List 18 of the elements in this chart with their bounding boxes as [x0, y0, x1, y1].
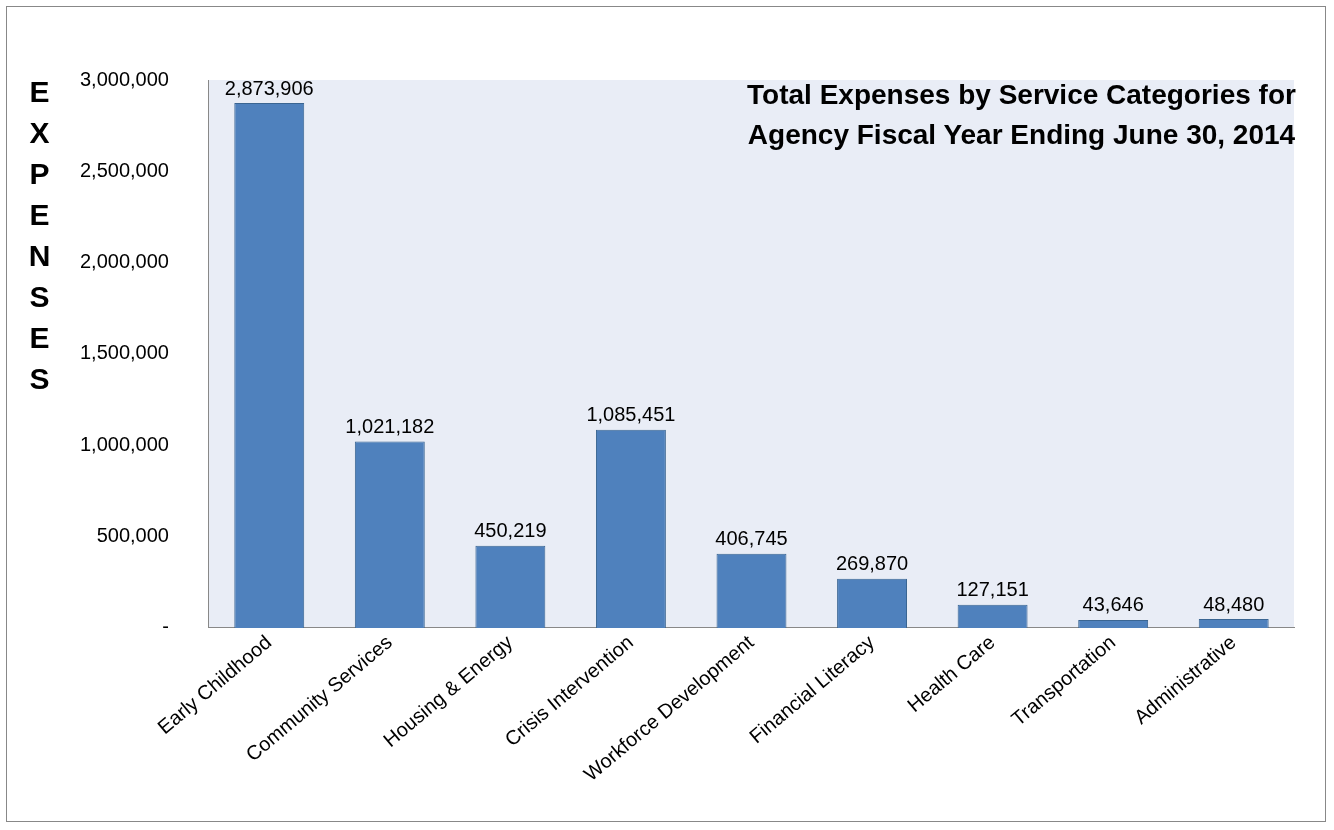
y-tick-label: 2,500,000: [79, 158, 169, 181]
data-label: 1,085,451: [586, 403, 676, 426]
data-label: 1,021,182: [345, 414, 435, 437]
y-tick-label: 3,000,000: [79, 67, 169, 90]
y-tick-label: 1,000,000: [79, 432, 169, 455]
data-label: 48,480: [1203, 592, 1265, 615]
text: Total Expenses by Service Categories for Agency Fiscal Year Ending June 30, 2014: [747, 78, 1296, 150]
y-tick-label: 500,000: [96, 524, 169, 547]
y-tick-label: 1,500,000: [79, 341, 169, 364]
data-label: 269,870: [835, 552, 909, 575]
data-label: 406,745: [715, 527, 788, 550]
y-axis-title: EXPENSES: [22, 75, 56, 403]
y-tick-label: 2,000,000: [79, 250, 169, 273]
data-label: 2,873,906: [224, 76, 314, 99]
data-label: 43,646: [1082, 593, 1144, 616]
data-label: 127,151: [956, 578, 1029, 601]
data-label: 450,219: [474, 519, 547, 542]
y-tick-label: -: [162, 615, 169, 638]
